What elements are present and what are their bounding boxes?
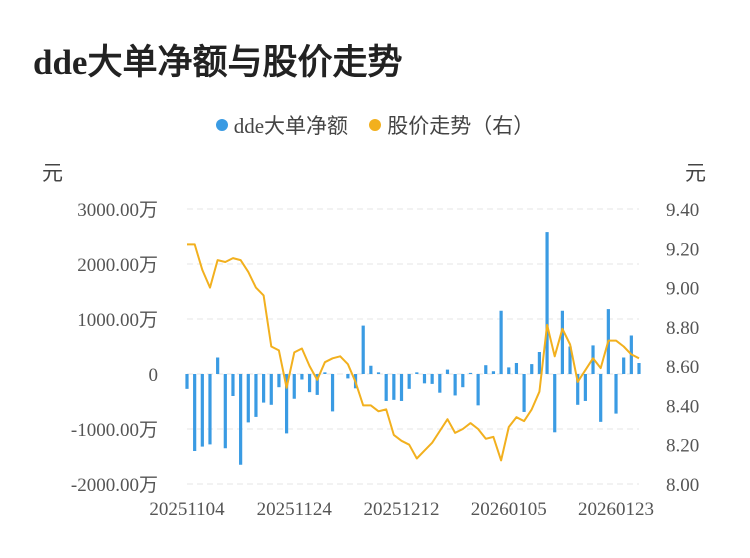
right-tick-label: 9.00 [666, 279, 699, 300]
left-tick-label: 0 [149, 365, 159, 386]
right-tick-label: 9.20 [666, 239, 699, 260]
dde-bar [330, 374, 335, 412]
dde-bar [476, 374, 480, 406]
right-tick-label: 8.00 [666, 475, 699, 496]
dde-bar [553, 374, 557, 433]
dde-bar [246, 374, 250, 423]
dde-bar [346, 374, 350, 379]
dde-bar [438, 374, 442, 393]
dde-bar [484, 365, 488, 374]
legend-marker-dde [215, 119, 228, 131]
dde-bar [323, 372, 327, 374]
dde-bar [284, 374, 289, 434]
dde-bar [599, 374, 603, 422]
dde-bar [637, 363, 641, 374]
dde-bar [430, 374, 434, 384]
dde-bar [200, 374, 204, 447]
dde-bar [269, 374, 273, 405]
dde-bar [499, 310, 503, 374]
chart-title: dde大单净额与股价走势 [33, 43, 403, 82]
x-tick-label: 20251124 [257, 499, 333, 520]
left-axis-ticks: 3000.00万 2000.00万 1000.00万 0 -1000.00万 -2000.… [71, 200, 158, 496]
dde-bar [560, 310, 564, 374]
dde-bar [522, 374, 526, 412]
dde-bar [422, 374, 427, 384]
legend-item-price[interactable]: 股价走势（右） [369, 110, 534, 140]
right-tick-label: 8.20 [666, 436, 699, 457]
left-tick-label: 3000.00万 [77, 200, 158, 221]
dde-bar [193, 374, 197, 451]
dde-bar [223, 374, 227, 449]
bar-series [185, 232, 641, 465]
line-series [187, 243, 640, 462]
dde-bar [254, 374, 258, 417]
dde-bar [277, 374, 281, 388]
left-axis-unit: 元 [42, 161, 63, 185]
right-tick-label: 8.80 [666, 318, 699, 339]
right-tick-label: 9.40 [666, 200, 699, 221]
dde-bar [415, 372, 419, 374]
x-axis-ticks: 20251104 20251124 20251212 20260105 20260123 [149, 499, 654, 520]
dde-bar [407, 374, 411, 389]
dde-bar [384, 374, 388, 401]
dde-bar [583, 374, 587, 401]
dde-bar [468, 372, 473, 374]
dde-bar [216, 357, 220, 374]
dde-bar [361, 325, 365, 374]
chart-legend: dde大单净额 股价走势（右） [0, 110, 750, 140]
dde-bar [576, 374, 580, 405]
dde-bar [491, 371, 496, 374]
dde-bar [614, 374, 618, 414]
dde-bar [514, 363, 519, 374]
dde-bar [300, 374, 304, 380]
left-tick-label: -1000.00万 [71, 420, 158, 441]
dde-bar [292, 374, 296, 399]
dde-bar [392, 374, 396, 400]
dde-bar [399, 374, 404, 401]
x-tick-label: 20260123 [578, 499, 654, 520]
dde-bar [376, 372, 381, 374]
dde-bar [262, 374, 266, 403]
dde-bar [369, 365, 373, 374]
legend-label-price: 股价走势（右） [387, 114, 535, 138]
right-axis-ticks: 9.40 9.20 9.00 8.80 8.60 8.40 8.20 8.00 [666, 200, 699, 496]
dde-bar [622, 357, 626, 374]
right-tick-label: 8.60 [666, 357, 699, 378]
dde-bar [185, 374, 189, 389]
dde-bar [537, 352, 542, 374]
dde-bar [568, 346, 572, 374]
x-tick-label: 20251104 [149, 499, 225, 520]
dde-bar [208, 374, 212, 445]
x-tick-label: 20260105 [471, 499, 547, 520]
left-tick-label: 1000.00万 [77, 310, 158, 331]
dde-bar [307, 374, 312, 393]
legend-item-dde[interactable]: dde大单净额 [215, 110, 349, 140]
dde-bar [315, 374, 319, 395]
left-tick-label: -2000.00万 [71, 475, 158, 496]
dde-bar [239, 374, 243, 465]
right-tick-label: 8.40 [666, 396, 699, 417]
dde-bar [445, 369, 450, 374]
legend-marker-price [369, 119, 382, 131]
x-tick-label: 20251212 [364, 499, 440, 520]
dde-bar [507, 367, 511, 374]
dde-bar [231, 374, 235, 396]
dde-bar [453, 374, 457, 396]
dde-bar [530, 364, 534, 374]
legend-label-dde: dde大单净额 [233, 114, 349, 138]
left-tick-label: 2000.00万 [77, 255, 158, 276]
dde-bar [461, 374, 465, 388]
price-line [187, 243, 640, 462]
dde-bar [545, 232, 549, 374]
right-axis-unit: 元 [685, 161, 706, 185]
